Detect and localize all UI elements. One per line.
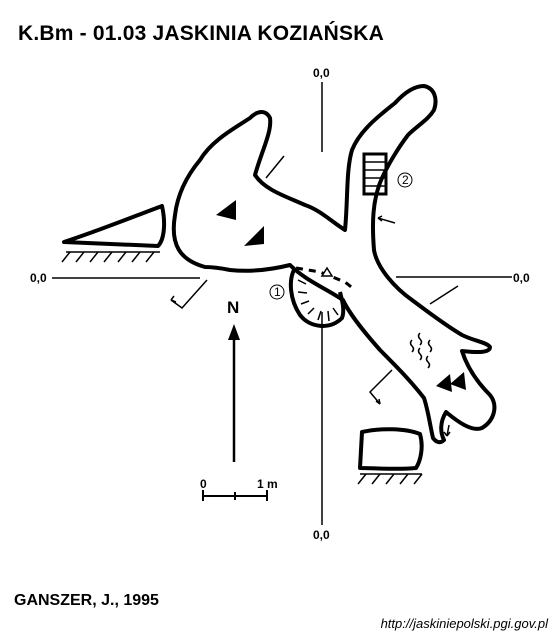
axis-label-top: 0,0 xyxy=(313,66,330,80)
chamber-semicircle xyxy=(288,266,346,328)
dashed-passage-line xyxy=(295,266,356,292)
survey-point-triangle xyxy=(320,266,334,277)
water-marks xyxy=(409,332,433,369)
ground-hatch-left xyxy=(61,251,160,263)
axis-label-right: 0,0 xyxy=(513,271,530,285)
scale-start-label: 0 xyxy=(200,477,207,491)
axis-label-bottom: 0,0 xyxy=(313,528,330,542)
north-label: N xyxy=(227,298,240,317)
marker-circle-2 xyxy=(397,172,413,188)
wall-line-1 xyxy=(265,155,285,179)
scale-bar-line xyxy=(202,490,268,501)
slope-arrow-4 xyxy=(450,372,466,390)
wall-line-2 xyxy=(429,285,459,305)
rock-block-left xyxy=(62,204,167,248)
map-title: K.Bm - 01.03 JASKINIA KOZIAŃSKA xyxy=(18,22,384,45)
scale-end-label: 1 m xyxy=(257,477,278,491)
ground-hatch-right xyxy=(357,473,423,485)
marker-label-2: 2 xyxy=(402,173,409,187)
axis-label-left: 0,0 xyxy=(30,271,47,285)
section-arrows xyxy=(170,215,451,437)
slope-arrow-1 xyxy=(216,200,236,220)
marker-label-1: 1 xyxy=(274,285,281,299)
cave-outline xyxy=(171,84,497,445)
marker-circle-1 xyxy=(269,284,285,300)
ladder-feature xyxy=(362,152,388,196)
chamber-hatching xyxy=(297,279,339,322)
north-arrow-head xyxy=(228,324,240,340)
author-credit: GANSZER, J., 1995 xyxy=(14,592,159,609)
rock-block-right xyxy=(358,427,424,471)
source-url[interactable]: http://jaskiniepolski.pgi.gov.pl xyxy=(380,616,548,631)
slope-arrow-2 xyxy=(244,226,264,246)
slope-arrow-3 xyxy=(436,374,452,392)
